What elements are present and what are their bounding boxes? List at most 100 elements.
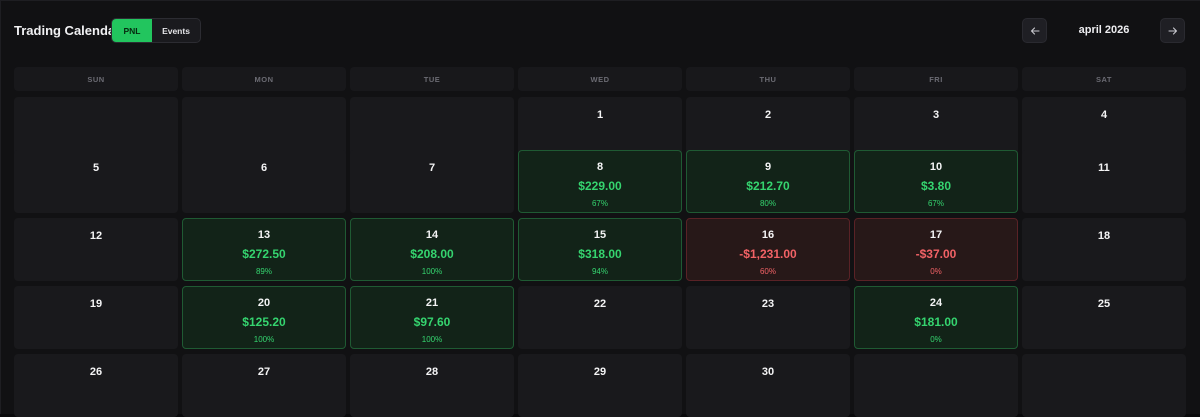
day-number: 22 [593, 298, 607, 310]
day-pnl-value: $125.20 [242, 315, 286, 329]
calendar-day-cell[interactable]: 20 $125.20 100% [182, 286, 346, 349]
calendar-day-cell[interactable]: 16 -$1,231.00 60% [686, 218, 850, 281]
calendar-week-row: 26 27 28 29 30 [14, 354, 1186, 417]
day-number: 23 [761, 298, 775, 310]
day-number: 3 [932, 109, 940, 121]
day-number: 15 [593, 229, 607, 241]
calendar-day-cell[interactable]: 15 $318.00 94% [518, 218, 682, 281]
day-pnl-value: -$1,231.00 [739, 247, 797, 261]
day-number: 26 [89, 366, 103, 378]
day-number: 10 [929, 161, 943, 173]
calendar-day-cell[interactable]: 26 [14, 354, 178, 417]
day-number: 19 [89, 298, 103, 310]
day-number: 6 [260, 162, 268, 174]
calendar-empty-cell [350, 97, 514, 160]
day-number: 8 [596, 161, 604, 173]
day-number: 2 [764, 109, 772, 121]
day-number: 29 [593, 366, 607, 378]
day-win-rate: 67% [927, 199, 944, 208]
calendar-empty-cell [182, 97, 346, 160]
calendar-day-cell[interactable]: 12 [14, 218, 178, 281]
day-number: 11 [1098, 162, 1110, 174]
calendar-day-cell[interactable]: 29 [518, 354, 682, 417]
calendar-day-cell[interactable]: 6 [182, 150, 346, 213]
day-number: 4 [1100, 109, 1108, 121]
calendar-day-cell[interactable]: 21 $97.60 100% [350, 286, 514, 349]
day-number: 7 [428, 162, 436, 174]
day-win-rate: 100% [421, 267, 443, 276]
day-number: 1 [596, 109, 604, 121]
calendar-day-cell[interactable]: 8 $229.00 67% [518, 150, 682, 213]
toggle-events-button[interactable]: Events [162, 25, 190, 36]
calendar-day-cell[interactable]: 4 [1022, 97, 1186, 160]
weekday-label: THU [686, 67, 850, 91]
day-number: 25 [1097, 298, 1111, 310]
day-win-rate: 60% [759, 267, 776, 276]
next-month-button[interactable] [1160, 18, 1185, 43]
calendar-day-cell[interactable]: 28 [350, 354, 514, 417]
calendar-day-cell[interactable]: 27 [182, 354, 346, 417]
calendar-day-cell[interactable]: 19 [14, 286, 178, 349]
calendar-day-cell[interactable]: 2 [686, 97, 850, 160]
day-number: 12 [89, 230, 103, 242]
calendar-day-cell[interactable]: 5 [14, 150, 178, 213]
day-number: 18 [1097, 230, 1111, 242]
weekday-label: MON [182, 67, 346, 91]
day-number: 9 [764, 161, 772, 173]
calendar-day-cell[interactable]: 25 [1022, 286, 1186, 349]
day-win-rate: 94% [591, 267, 608, 276]
day-win-rate: 100% [253, 335, 275, 344]
calendar-empty-cell [854, 354, 1018, 417]
prev-month-button[interactable] [1022, 18, 1047, 43]
calendar-header: Trading Calendar PNL Events april 2026 [1, 1, 1200, 61]
calendar-week-row: 19 20 $125.20 100% 21 $97.60 100% 22 23 24 $181.00… [14, 286, 1186, 349]
day-win-rate: 67% [591, 199, 608, 208]
calendar-day-cell[interactable]: 3 [854, 97, 1018, 160]
calendar-day-cell[interactable]: 1 [518, 97, 682, 160]
calendar-day-cell[interactable]: 7 [350, 150, 514, 213]
day-pnl-value: $97.60 [413, 315, 451, 329]
calendar-empty-cell [14, 97, 178, 160]
day-number: 24 [929, 297, 943, 309]
calendar-day-cell[interactable]: 18 [1022, 218, 1186, 281]
calendar-day-cell[interactable]: 14 $208.00 100% [350, 218, 514, 281]
calendar-week-row: 5 6 7 8 $229.00 67% 9 $212.70 80% 10 $3.80 67% 11 [14, 150, 1186, 213]
day-win-rate: 0% [930, 335, 942, 344]
day-win-rate: 89% [255, 267, 272, 276]
weekday-label: WED [518, 67, 682, 91]
day-pnl-value: $318.00 [578, 247, 622, 261]
day-win-rate: 100% [421, 335, 443, 344]
weekday-header-row: SUN MON TUE WED THU FRI SAT [14, 67, 1186, 91]
day-pnl-value: $181.00 [914, 315, 958, 329]
day-number: 13 [257, 229, 271, 241]
view-toggle: PNL Events [111, 18, 201, 43]
day-number: 28 [425, 366, 439, 378]
calendar-day-cell[interactable]: 30 [686, 354, 850, 417]
day-win-rate: 0% [930, 267, 942, 276]
calendar-day-cell[interactable]: 24 $181.00 0% [854, 286, 1018, 349]
day-number: 21 [425, 297, 439, 309]
day-win-rate: 80% [759, 199, 776, 208]
day-pnl-value: $229.00 [578, 179, 622, 193]
current-month-label: april 2026 [1078, 24, 1130, 36]
day-number: 14 [425, 229, 439, 241]
weekday-label: SAT [1022, 67, 1186, 91]
day-pnl-value: $208.00 [410, 247, 454, 261]
calendar-empty-cell [1022, 354, 1186, 417]
day-number: 16 [761, 229, 775, 241]
day-number: 30 [761, 366, 775, 378]
calendar-day-cell[interactable]: 11 [1022, 150, 1186, 213]
toggle-pnl-button[interactable]: PNL [112, 19, 152, 42]
calendar-day-cell[interactable]: 17 -$37.00 0% [854, 218, 1018, 281]
calendar-day-cell[interactable]: 23 [686, 286, 850, 349]
day-number: 17 [929, 229, 943, 241]
calendar-day-cell[interactable]: 22 [518, 286, 682, 349]
calendar-day-cell[interactable]: 9 $212.70 80% [686, 150, 850, 213]
day-pnl-value: -$37.00 [915, 247, 957, 261]
calendar-day-cell[interactable]: 13 $272.50 89% [182, 218, 346, 281]
calendar-week-row: 1 2 3 4 [14, 97, 1186, 160]
calendar-day-cell[interactable]: 10 $3.80 67% [854, 150, 1018, 213]
arrow-left-icon [1030, 26, 1040, 35]
day-number: 27 [257, 366, 271, 378]
